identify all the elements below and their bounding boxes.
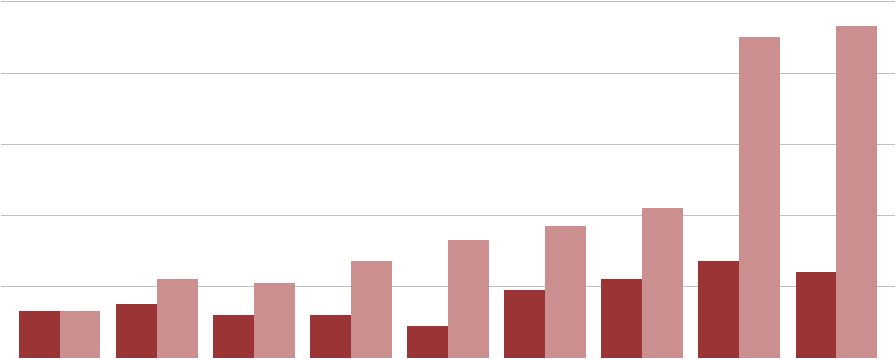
Bar <box>699 261 739 358</box>
Bar <box>504 290 545 358</box>
Bar <box>60 311 100 358</box>
Bar <box>601 279 642 358</box>
Bar <box>213 315 254 358</box>
Bar <box>310 315 351 358</box>
Bar <box>739 37 780 358</box>
Bar <box>116 304 157 358</box>
Bar <box>545 226 586 358</box>
Bar <box>642 208 683 358</box>
Bar <box>448 240 489 358</box>
Bar <box>407 326 448 358</box>
Bar <box>254 283 295 358</box>
Bar <box>19 311 60 358</box>
Bar <box>351 261 392 358</box>
Bar <box>796 272 836 358</box>
Bar <box>157 279 197 358</box>
Bar <box>836 26 877 358</box>
